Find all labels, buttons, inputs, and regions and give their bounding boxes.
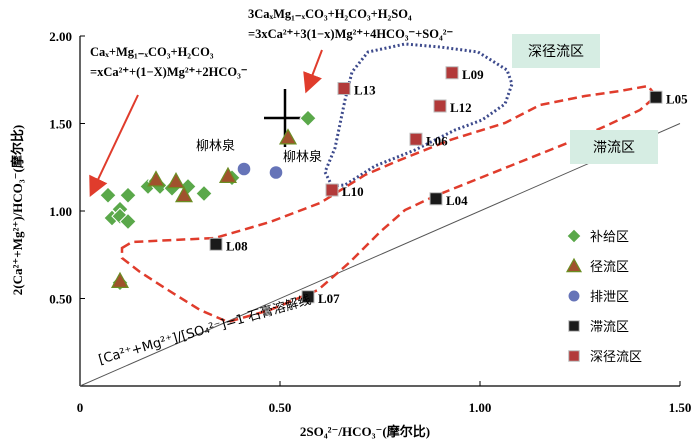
square-data-point <box>209 237 223 251</box>
legend-marker <box>567 289 581 303</box>
point-labels: L13 L09 L12 L06 L10 L04 L05 L08 L07 <box>226 67 688 306</box>
circle-data-point <box>236 161 252 177</box>
liulin-spring-label-1: 柳林泉 <box>196 138 235 154</box>
deep-zone-label-box <box>512 34 600 68</box>
x-tick-label: 0.50 <box>269 400 292 415</box>
point-label: L04 <box>446 193 468 208</box>
legend-label: 径流区 <box>590 260 629 275</box>
x-tick-label: 1.50 <box>669 400 692 415</box>
triangle-data-point <box>110 271 130 288</box>
left-equation-arrow <box>89 94 139 198</box>
gypsum-dissolution-line <box>79 123 681 387</box>
triangle-data-point <box>218 166 238 183</box>
liulin-spring-label-2: 柳林泉 <box>283 149 322 165</box>
legend-marker <box>568 320 580 332</box>
square-data-point <box>649 90 663 104</box>
axis-ticks: 0 0.50 1.00 1.50 0.50 1.00 1.50 2.00 <box>49 29 691 415</box>
left-equation-line2: =xCa²⁺+(1−X)Mg²⁺+2HCO₃⁻ <box>90 65 248 79</box>
legend-marker <box>565 257 583 273</box>
stagnant-zone-label-box <box>570 130 658 164</box>
legend-label: 补给区 <box>590 230 629 245</box>
square-data-point <box>409 132 423 146</box>
x-tick-label: 1.00 <box>469 400 492 415</box>
diamond-data-point <box>119 212 137 231</box>
top-equation-line1: 3CaₓMg₁₋ₓCO₃+H₂CO₃+H₂SO₄ <box>248 7 412 21</box>
legend-marker <box>568 350 580 362</box>
y-tick-label: 1.00 <box>49 204 72 219</box>
point-label: L05 <box>666 91 688 106</box>
stagnant-zone-label: 滞流区 <box>593 140 635 156</box>
diamond-data-point <box>299 109 317 127</box>
point-label: L07 <box>318 291 340 306</box>
left-equation-line1: Caₓ+Mg₁₋ₓCO₃+H₂CO₃ <box>90 45 214 59</box>
square-data-point <box>301 290 315 304</box>
point-label: L10 <box>342 184 364 199</box>
y-tick-label: 1.50 <box>49 117 72 132</box>
data-markers <box>99 66 663 304</box>
top-equation-line2: =3xCa²⁺+3(1−x)Mg²⁺+4HCO₃⁻+SO₄²⁻ <box>248 27 453 41</box>
square-data-point <box>433 99 447 113</box>
point-label: L09 <box>462 67 484 82</box>
y-tick-label: 0.50 <box>49 292 72 307</box>
deep-runoff-zone-outline <box>323 42 514 188</box>
stagnant-zone-outline <box>120 84 658 324</box>
triangle-data-point <box>278 128 298 145</box>
square-data-point <box>325 183 339 197</box>
diamond-data-point <box>195 184 213 203</box>
y-tick-label: 2.00 <box>49 29 72 44</box>
square-data-point <box>337 82 351 95</box>
diamond-data-point <box>119 186 137 204</box>
deep-zone-label: 深径流区 <box>528 44 584 60</box>
legend-marker <box>566 228 582 244</box>
point-label: L13 <box>354 83 376 98</box>
square-data-point <box>445 66 459 80</box>
triangle-data-point <box>174 186 194 203</box>
top-equation-arrow <box>303 49 323 94</box>
triangle-data-point <box>166 172 186 189</box>
y-axis-title: 2(Ca²⁺+Mg²⁺)/HCO₃⁻(摩尔比) <box>10 125 25 295</box>
gypsum-line-label: [Ca²⁺+Mg²⁺]/[SO₄²⁻]=1 石膏溶解线 <box>97 292 313 368</box>
legend-label: 深径流区 <box>590 350 642 365</box>
point-label: L06 <box>426 133 448 148</box>
point-label: L12 <box>450 100 472 115</box>
square-data-point <box>429 192 443 206</box>
x-axis-title: 2SO₄²⁻/HCO₃⁻(摩尔比) <box>300 424 430 439</box>
x-tick-label: 0 <box>77 400 84 415</box>
circle-data-point <box>268 165 284 180</box>
legend-label: 排泄区 <box>590 290 629 305</box>
triangle-data-point <box>146 170 166 187</box>
legend-label: 滞流区 <box>590 320 629 335</box>
diamond-data-point <box>99 186 117 204</box>
point-label: L08 <box>226 238 248 253</box>
